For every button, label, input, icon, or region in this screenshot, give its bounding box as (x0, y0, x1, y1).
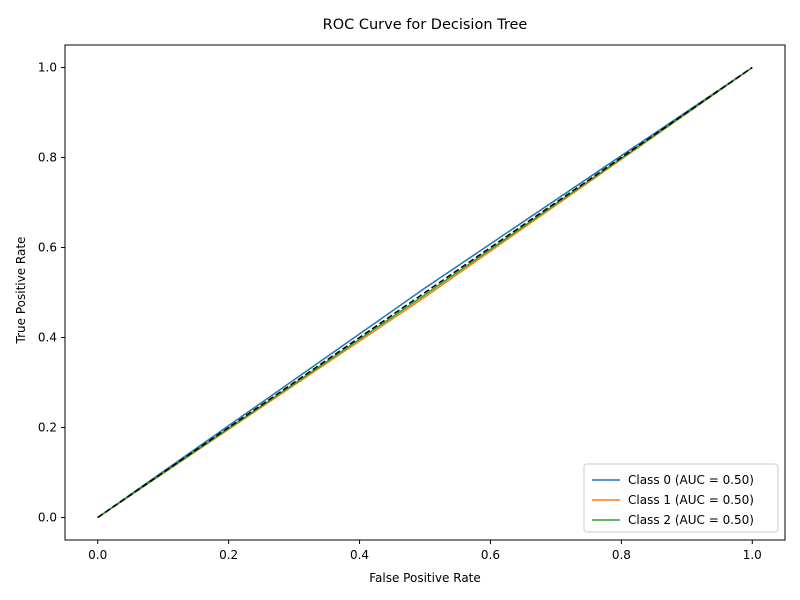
y-axis-ticks: 0.0 0.2 0.4 0.6 0.8 1.0 (38, 61, 65, 525)
x-tick-label: 1.0 (743, 548, 762, 562)
legend-label-class-0: Class 0 (AUC = 0.50) (628, 473, 754, 487)
chance-reference-line (97, 66, 753, 519)
legend: Class 0 (AUC = 0.50) Class 1 (AUC = 0.50)… (583, 463, 779, 533)
legend-box (583, 463, 779, 533)
chart-title: ROC Curve for Decision Tree (323, 17, 528, 33)
plot-area (97, 66, 753, 519)
y-tick-label: 0.2 (38, 421, 57, 435)
x-tick-label: 0.8 (612, 548, 631, 562)
x-tick-label: 0.0 (88, 548, 107, 562)
plot-frame (64, 44, 786, 541)
x-tick-label: 0.6 (481, 548, 500, 562)
legend-label-class-1: Class 1 (AUC = 0.50) (628, 493, 754, 507)
y-tick-label: 0.0 (38, 511, 57, 525)
legend-label-class-2: Class 2 (AUC = 0.50) (628, 513, 754, 527)
y-tick-label: 1.0 (38, 61, 57, 75)
y-tick-label: 0.8 (38, 151, 57, 165)
y-tick-label: 0.4 (38, 331, 57, 345)
x-axis-ticks: 0.0 0.2 0.4 0.6 0.8 1.0 (88, 540, 762, 562)
x-axis-label: False Positive Rate (369, 571, 481, 585)
y-axis-label: True Positive Rate (14, 237, 28, 345)
y-tick-label: 0.6 (38, 241, 57, 255)
series-line-class-0 (97, 66, 753, 519)
x-tick-label: 0.4 (350, 548, 369, 562)
x-tick-label: 0.2 (219, 548, 238, 562)
